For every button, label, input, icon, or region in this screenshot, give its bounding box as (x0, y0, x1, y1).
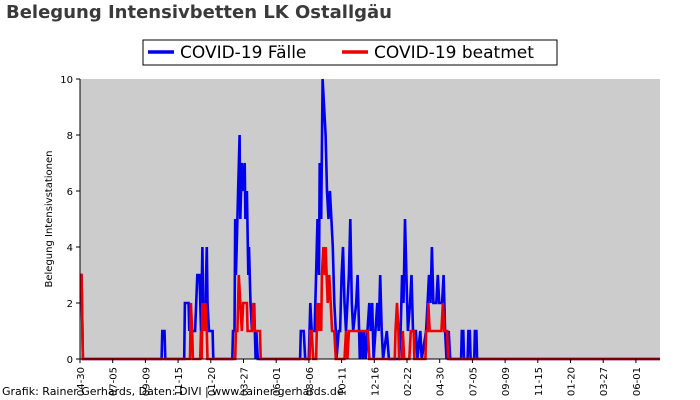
x-tick-label: 06-01 (632, 367, 643, 396)
x-tick-label: 12-16 (370, 367, 381, 396)
x-tick-label: 07-05 (468, 367, 479, 396)
x-tick-label: 04-30 (436, 367, 447, 396)
series-layer (80, 78, 660, 361)
legend-label-faelle: COVID-19 Fälle (180, 43, 306, 63)
x-tick-label: 07-05 (109, 367, 120, 396)
x-tick-label: 09-09 (501, 367, 512, 396)
y-tick-label: 8 (67, 131, 73, 142)
y-tick-label: 0 (67, 355, 73, 366)
legend-label-beatmet: COVID-19 beatmet (374, 43, 534, 63)
x-tick-label: 11-15 (534, 367, 545, 396)
legend: COVID-19 Fälle COVID-19 beatmet (142, 39, 558, 66)
y-tick-label: 6 (67, 187, 73, 198)
x-tick-label: 01-20 (567, 367, 578, 396)
series-line-1 (80, 246, 660, 361)
y-ticks: 0 2 4 6 8 10 (60, 75, 80, 366)
x-tick-label: 04-30 (76, 367, 87, 396)
y-tick-label: 10 (60, 75, 73, 86)
y-tick-label: 2 (67, 299, 73, 310)
x-tick-label: 09-09 (141, 367, 152, 396)
y-axis-label: Belegung Intensivstationen (44, 150, 55, 287)
y-tick-label: 4 (67, 243, 73, 254)
series-line-0 (80, 78, 660, 361)
x-tick-label: 03-27 (240, 367, 251, 396)
x-ticks: 04-30 07-05 09-09 11-15 01-20 03-27 06-01 08-06… (76, 359, 643, 396)
x-tick-label: 02-22 (403, 367, 414, 396)
x-tick-label: 03-27 (599, 367, 610, 396)
credit-line: Grafik: Rainer Gerhards, Daten: DIVI | w… (2, 385, 344, 398)
x-tick-label: 08-06 (305, 367, 316, 396)
x-tick-label: 10-11 (338, 367, 349, 396)
chart-title: Belegung Intensivbetten LK Ostallgäu (6, 2, 392, 23)
x-tick-label: 11-15 (174, 367, 185, 396)
x-tick-label: 01-20 (207, 367, 218, 396)
x-tick-label: 06-01 (272, 367, 283, 396)
